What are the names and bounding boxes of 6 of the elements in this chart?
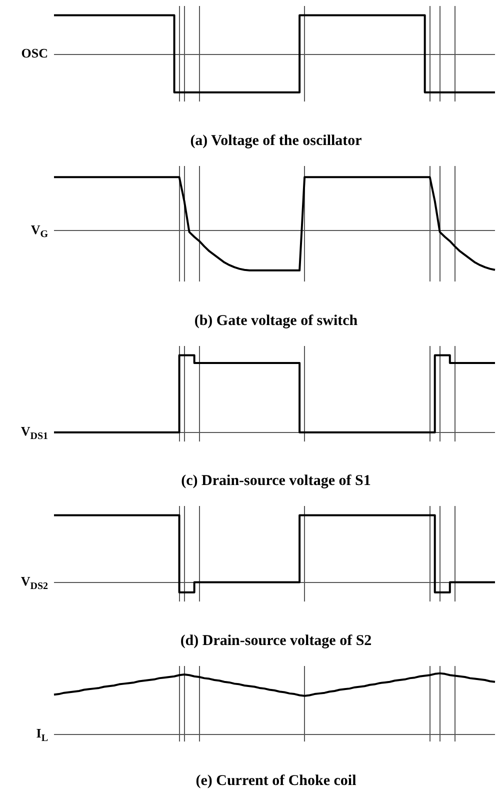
text: (d) Drain-source voltage of S2	[180, 632, 372, 649]
text: (a) Voltage of the oscillator	[190, 132, 362, 149]
y-axis-title: OSC	[21, 46, 48, 61]
text: (c) Drain-source voltage of S1	[181, 472, 371, 489]
text: (b) Gate voltage of switch	[194, 312, 358, 329]
text: (e) Current of Choke coil	[196, 772, 356, 789]
